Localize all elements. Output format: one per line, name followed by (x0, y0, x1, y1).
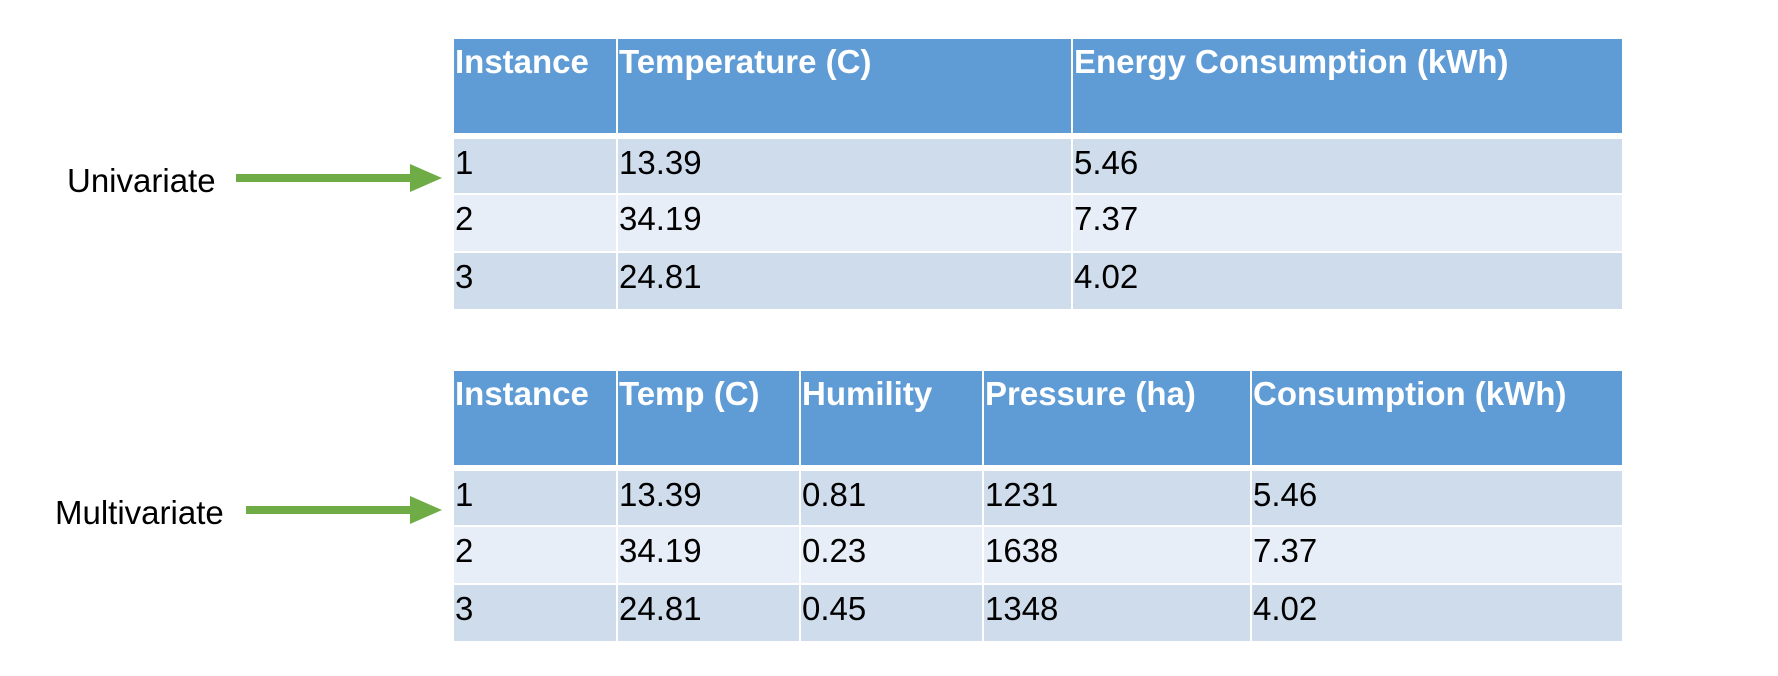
multivariate-header-cell: Temp (C) (617, 371, 801, 471)
table-cell: 24.81 (617, 252, 1073, 311)
table-cell: 0.45 (800, 584, 984, 643)
univariate-label: Univariate (67, 162, 216, 199)
table-cell: 7.37 (1072, 194, 1622, 253)
table-cell: 1638 (983, 526, 1252, 585)
table-cell: 4.02 (1072, 252, 1622, 311)
table-cell: 1231 (983, 468, 1252, 527)
table-cell: 13.39 (617, 468, 801, 527)
table-cell: 13.39 (617, 136, 1073, 195)
multivariate-label: Multivariate (55, 494, 224, 531)
univariate-table: Instance Temperature (C) Energy Consumpt… (454, 39, 1622, 311)
table-cell: 3 (454, 584, 618, 643)
table-cell: 0.23 (800, 526, 984, 585)
table-row: 3 24.81 0.45 1348 4.02 (454, 584, 1622, 643)
table-cell: 24.81 (617, 584, 801, 643)
table-cell: 2 (454, 194, 618, 253)
table-row: 1 13.39 0.81 1231 5.46 (454, 468, 1622, 527)
table-cell: 0.81 (800, 468, 984, 527)
table-cell: 5.46 (1251, 468, 1622, 527)
univariate-header-cell: Energy Consumption (kWh) (1072, 39, 1622, 139)
table-cell: 1348 (983, 584, 1252, 643)
multivariate-header-cell: Consumption (kWh) (1251, 371, 1622, 471)
table-row: 2 34.19 0.23 1638 7.37 (454, 526, 1622, 585)
table-row: 2 34.19 7.37 (454, 194, 1622, 253)
multivariate-header-cell: Humility (800, 371, 984, 471)
multivariate-header-row: Instance Temp (C) Humility Pressure (ha)… (454, 371, 1622, 471)
univariate-header-row: Instance Temperature (C) Energy Consumpt… (454, 39, 1622, 139)
table-row: 1 13.39 5.46 (454, 136, 1622, 195)
table-cell: 3 (454, 252, 618, 311)
multivariate-header-cell: Pressure (ha) (983, 371, 1252, 471)
table-cell: 4.02 (1251, 584, 1622, 643)
table-cell: 2 (454, 526, 618, 585)
univariate-header-cell: Temperature (C) (617, 39, 1073, 139)
univariate-arrow (236, 164, 442, 192)
table-cell: 7.37 (1251, 526, 1622, 585)
table-cell: 34.19 (617, 194, 1073, 253)
table-cell: 34.19 (617, 526, 801, 585)
multivariate-table: Instance Temp (C) Humility Pressure (ha)… (454, 371, 1622, 643)
table-cell: 1 (454, 468, 618, 527)
table-cell: 5.46 (1072, 136, 1622, 195)
table-row: 3 24.81 4.02 (454, 252, 1622, 311)
univariate-header-cell: Instance (454, 39, 618, 139)
multivariate-header-cell: Instance (454, 371, 618, 471)
multivariate-arrow (246, 496, 442, 524)
table-cell: 1 (454, 136, 618, 195)
